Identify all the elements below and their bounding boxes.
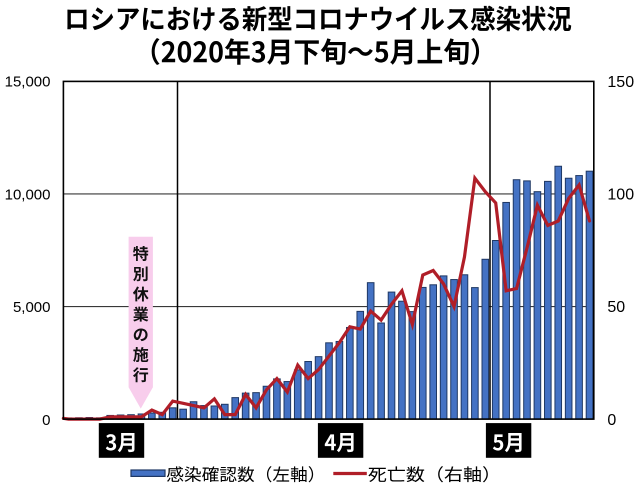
svg-text:0: 0	[42, 412, 50, 429]
svg-text:50: 50	[607, 299, 625, 316]
svg-text:5,000: 5,000	[13, 299, 51, 316]
svg-text:100: 100	[607, 187, 634, 204]
svg-text:15,000: 15,000	[5, 73, 51, 90]
svg-text:0: 0	[607, 412, 616, 429]
svg-text:150: 150	[607, 74, 634, 91]
svg-text:10,000: 10,000	[5, 186, 51, 203]
